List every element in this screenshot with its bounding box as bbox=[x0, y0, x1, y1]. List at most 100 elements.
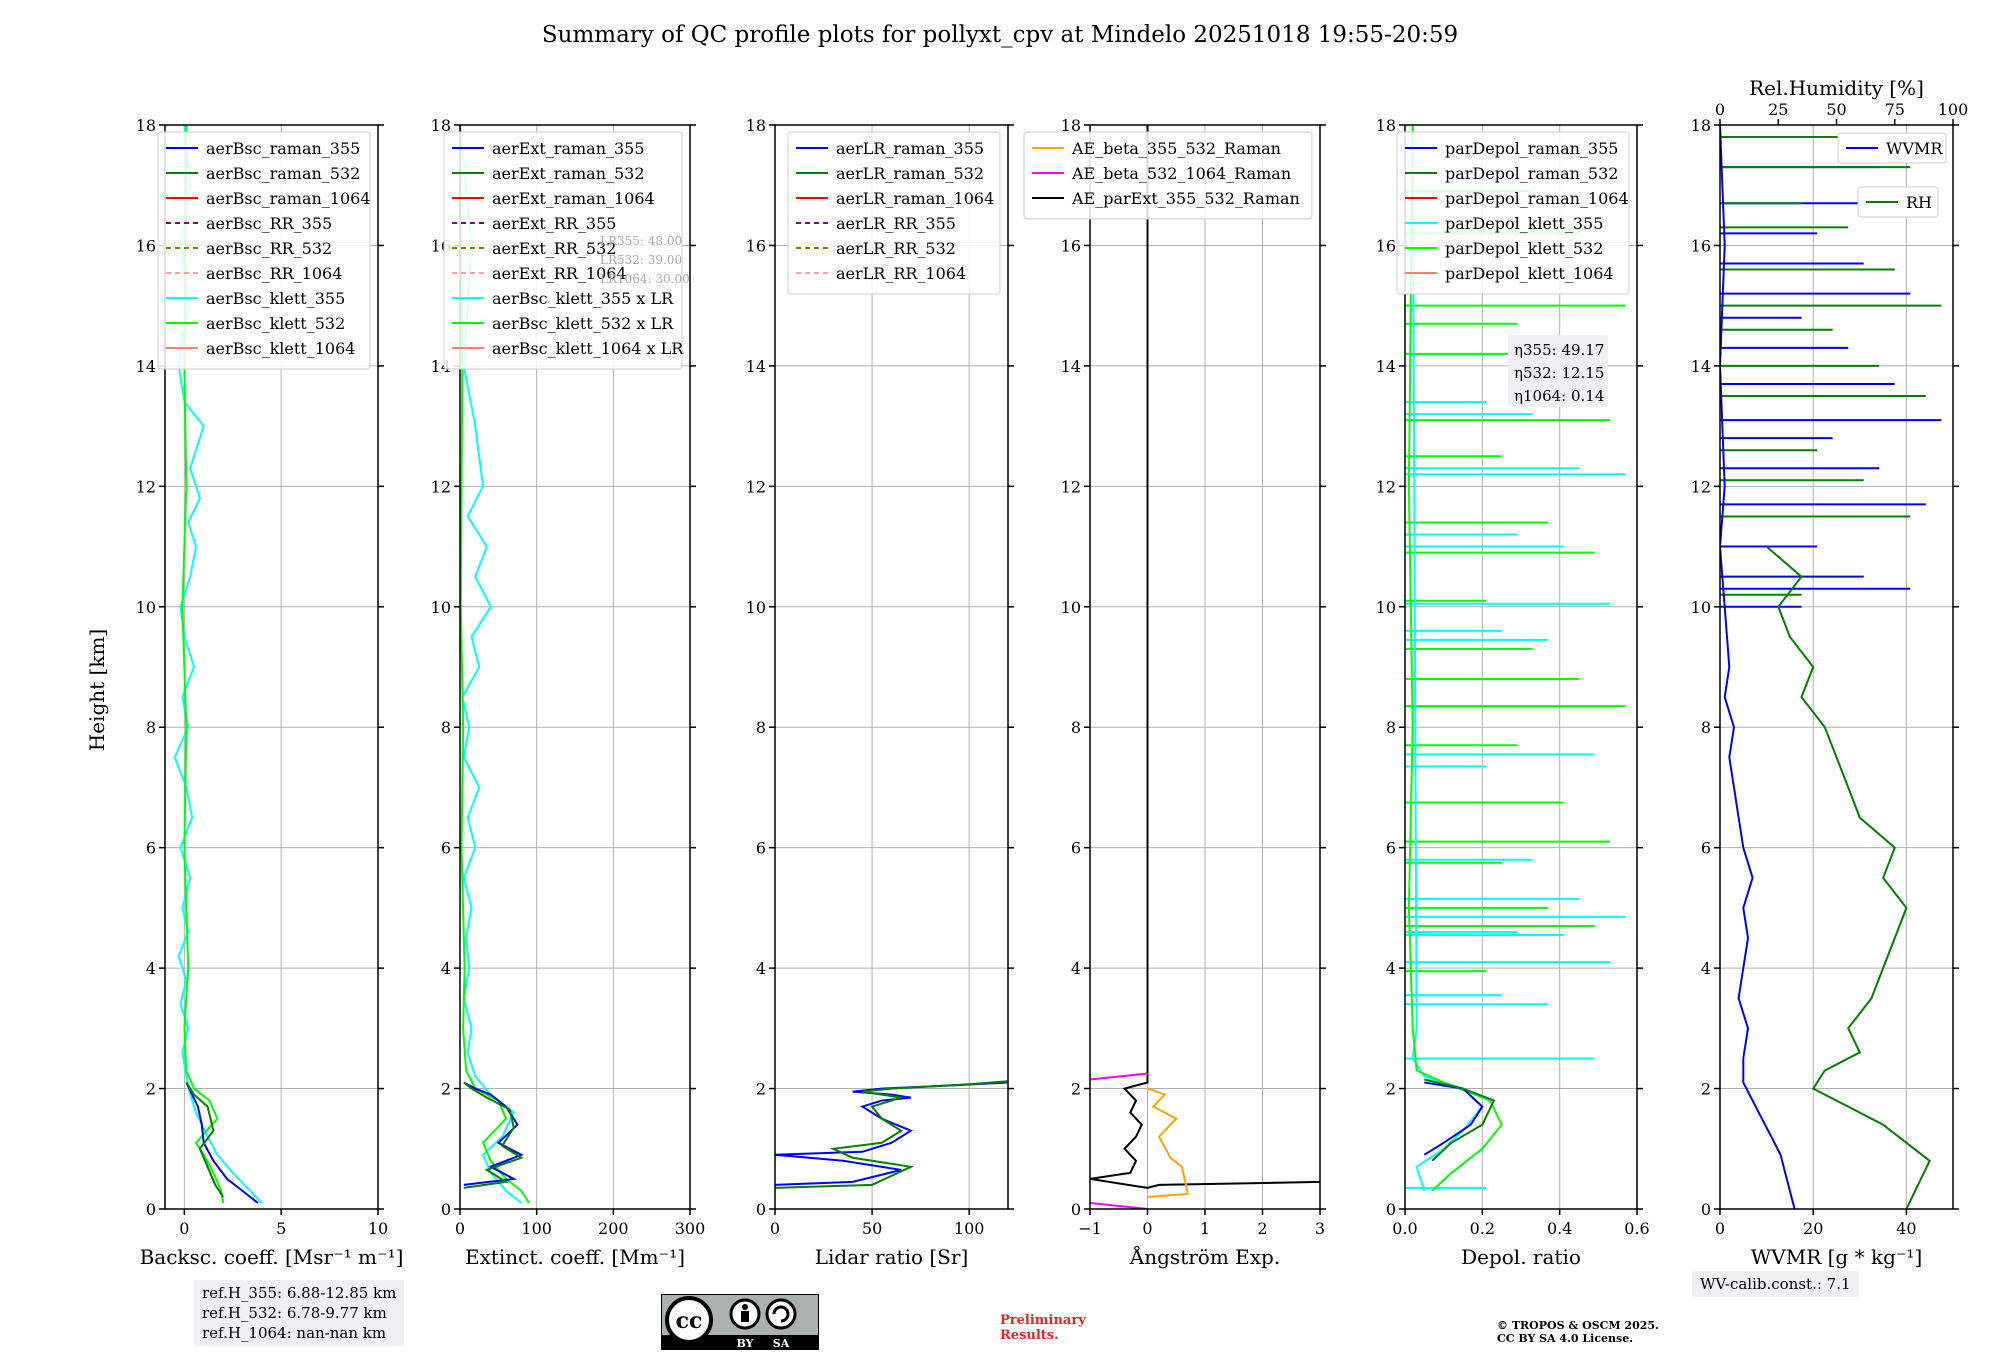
legend-label: parDepol_klett_1064 bbox=[1445, 264, 1614, 283]
copyright-line-2: CC BY SA 4.0 License. bbox=[1497, 1332, 1634, 1345]
y-tick-label: 6 bbox=[1071, 839, 1081, 858]
x-tick-label: 2 bbox=[1257, 1219, 1267, 1238]
series-line bbox=[775, 1081, 1008, 1186]
plot-frame bbox=[1404, 124, 1638, 1210]
series-group bbox=[1407, 125, 1503, 1192]
y-tick-label: 10 bbox=[1061, 598, 1081, 617]
legend-label: aerExt_RR_355 bbox=[492, 214, 616, 233]
lidar-ratio-note: LR1064: 30.00 bbox=[600, 272, 690, 286]
legend-label: aerBsc_raman_355 bbox=[206, 139, 360, 158]
cc-icon: cc bbox=[665, 1296, 713, 1344]
plot-frame bbox=[774, 124, 1009, 1210]
y-tick-label: 18 bbox=[746, 116, 766, 135]
legend-box bbox=[787, 131, 1001, 295]
x-axis-label: Backsc. coeff. [Msr⁻¹ m⁻¹] bbox=[140, 1245, 404, 1269]
legend-box bbox=[157, 131, 371, 370]
y-tick-label: 14 bbox=[746, 357, 766, 376]
y-tick-label: 10 bbox=[136, 598, 156, 617]
legend-box bbox=[1837, 132, 1947, 164]
legend-label: aerLR_raman_355 bbox=[836, 139, 984, 158]
y-tick-label: 16 bbox=[1376, 236, 1396, 255]
x-tick-label: −1 bbox=[1078, 1219, 1102, 1238]
x-tick-label: 5 bbox=[276, 1219, 286, 1238]
y-tick-label: 8 bbox=[1071, 718, 1081, 737]
wv-calib-box: WV-calib.const.: 7.1 bbox=[1692, 1271, 1859, 1297]
y-tick-label: 16 bbox=[1061, 236, 1081, 255]
y-tick-label: 2 bbox=[441, 1080, 451, 1099]
series-line bbox=[1720, 125, 1796, 1209]
legend-label: aerExt_raman_1064 bbox=[492, 189, 655, 208]
y-tick-label: 12 bbox=[1376, 477, 1396, 496]
y-tick-label: 0 bbox=[1386, 1200, 1396, 1219]
y-tick-label: 18 bbox=[136, 116, 156, 135]
y-tick-label: 4 bbox=[441, 959, 451, 978]
y-tick-label: 12 bbox=[431, 477, 451, 496]
y-tick-label: 8 bbox=[756, 718, 766, 737]
copyright-note: © TROPOS & OSCM 2025. CC BY SA 4.0 Licen… bbox=[1497, 1319, 1659, 1345]
y-tick-label: 14 bbox=[1376, 357, 1396, 376]
series-group bbox=[1090, 125, 1320, 1209]
legend-label: aerBsc_RR_355 bbox=[206, 214, 332, 233]
legend-label: AE_parExt_355_532_Raman bbox=[1071, 189, 1300, 208]
x-tick-label: 0.2 bbox=[1470, 1219, 1495, 1238]
x-axis-label: Extinct. coeff. [Mm⁻¹] bbox=[465, 1245, 685, 1269]
legend-label: aerBsc_klett_1064 bbox=[206, 339, 355, 358]
secondary-tick-label: 75 bbox=[1885, 100, 1905, 119]
y-tick-label: 6 bbox=[1701, 839, 1711, 858]
legend-label: aerBsc_klett_355 x LR bbox=[492, 289, 674, 308]
preliminary-line-2: Results. bbox=[1000, 1328, 1059, 1343]
y-tick-label: 18 bbox=[431, 116, 451, 135]
legend-label: aerBsc_RR_532 bbox=[206, 239, 332, 258]
lidar-ratio-note: LR532: 39.00 bbox=[600, 253, 682, 267]
calibration-factor: η532: 12.15 bbox=[1514, 364, 1604, 382]
series-line bbox=[463, 1081, 524, 1186]
series-line bbox=[1090, 125, 1320, 1189]
y-tick-label: 16 bbox=[746, 236, 766, 255]
license-by-label: BY bbox=[737, 1337, 754, 1350]
x-tick-label: 20 bbox=[1803, 1219, 1823, 1238]
legend-label: aerBsc_RR_1064 bbox=[206, 264, 342, 283]
y-tick-label: 16 bbox=[136, 236, 156, 255]
legend-label: aerExt_raman_532 bbox=[492, 164, 645, 183]
y-tick-label: 12 bbox=[1691, 477, 1711, 496]
legend-label: aerLR_raman_1064 bbox=[836, 189, 994, 208]
secondary-tick-label: 0 bbox=[1715, 100, 1725, 119]
x-tick-label: 100 bbox=[521, 1219, 552, 1238]
legend-label: parDepol_raman_532 bbox=[1445, 164, 1618, 183]
panel-lidar_ratio: 0 50 100 0 2 4 6 8 10 12 14 16 18 Lidar ratio [Sr] aer… bbox=[746, 116, 1014, 1269]
y-tick-label: 10 bbox=[746, 598, 766, 617]
y-tick-label: 4 bbox=[1386, 959, 1396, 978]
legend-label: parDepol_klett_355 bbox=[1445, 214, 1603, 233]
y-tick-label: 8 bbox=[441, 718, 451, 737]
y-axis-label: Height [km] bbox=[85, 629, 109, 751]
series-group bbox=[460, 125, 530, 1204]
y-tick-label: 2 bbox=[146, 1080, 156, 1099]
x-tick-label: 0 bbox=[179, 1219, 189, 1238]
y-tick-label: 18 bbox=[1376, 116, 1396, 135]
legend-label: aerExt_RR_532 bbox=[492, 239, 616, 258]
figure-title: Summary of QC profile plots for pollyxt_… bbox=[541, 22, 1459, 48]
y-tick-label: 6 bbox=[146, 839, 156, 858]
series-line bbox=[181, 125, 225, 1204]
legend-label: aerBsc_raman_532 bbox=[206, 164, 360, 183]
plot-frame bbox=[1089, 124, 1321, 1210]
attribution-icon bbox=[729, 1298, 761, 1330]
y-tick-label: 12 bbox=[1061, 477, 1081, 496]
x-tick-label: 10 bbox=[368, 1219, 388, 1238]
x-tick-label: 3 bbox=[1315, 1219, 1325, 1238]
legend-label: RH bbox=[1906, 193, 1932, 212]
x-axis-label: Lidar ratio [Sr] bbox=[815, 1245, 969, 1269]
y-tick-label: 4 bbox=[1071, 959, 1081, 978]
license-sa-label: SA bbox=[773, 1337, 790, 1350]
y-tick-label: 12 bbox=[136, 477, 156, 496]
plot-frame bbox=[459, 124, 691, 1210]
series-line bbox=[1424, 1078, 1496, 1162]
legend-label: aerLR_RR_1064 bbox=[836, 264, 966, 283]
x-tick-label: 0.4 bbox=[1547, 1219, 1572, 1238]
legend-label: aerLR_RR_355 bbox=[836, 214, 956, 233]
y-tick-label: 2 bbox=[756, 1080, 766, 1099]
x-tick-label: 200 bbox=[598, 1219, 629, 1238]
series-line bbox=[185, 1081, 224, 1198]
